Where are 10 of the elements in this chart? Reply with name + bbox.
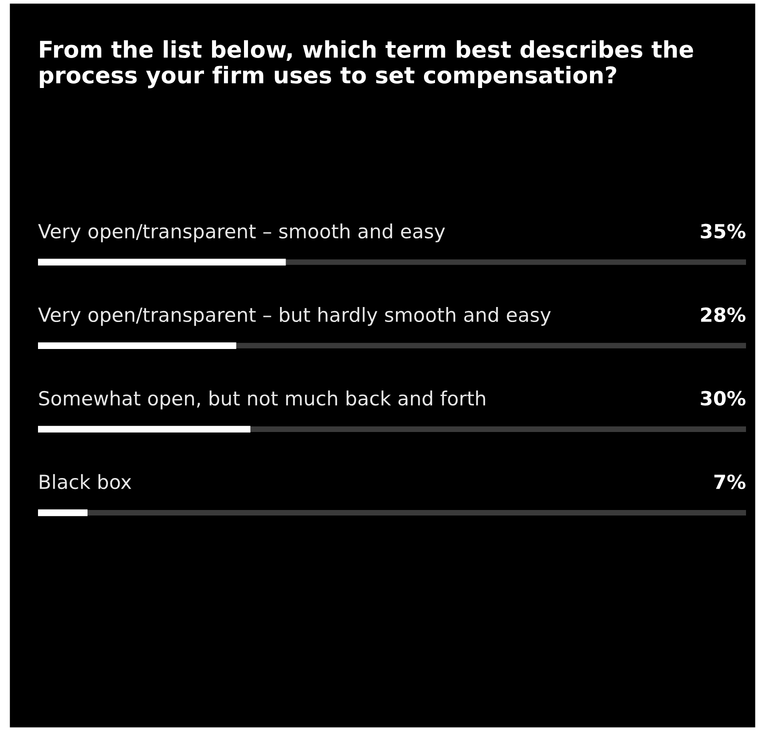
data-label: 30% (700, 390, 746, 406)
bar (38, 509, 88, 516)
y-tick-label: Very open/transparent – smooth and easy (38, 223, 445, 242)
y-tick-label: Very open/transparent – but hardly smooth and easy (38, 307, 551, 326)
y-tick-label: Black box (40, 474, 132, 490)
data-label: 28% (701, 307, 746, 322)
chart-title: From the list below, which term best describes the process your firm uses to set compensation? (40, 40, 694, 88)
data-label: 7% (714, 474, 746, 490)
data-label: 35% (700, 224, 746, 239)
y-tick-label: Somewhat open, but not much back and forth (39, 390, 486, 410)
